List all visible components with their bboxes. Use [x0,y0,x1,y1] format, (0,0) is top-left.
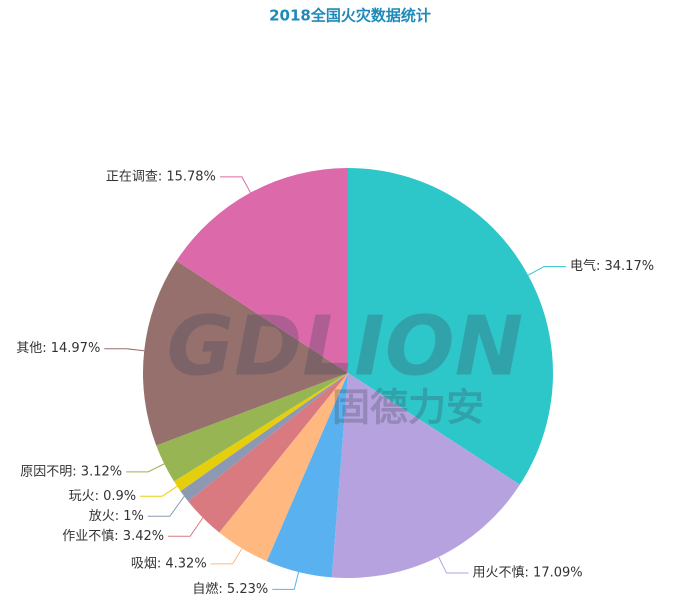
data-label: 玩火: 0.9% [69,489,137,504]
pie-slice [331,373,520,578]
pie-slice [266,373,348,578]
leader-line [219,176,251,193]
pie-slice [219,373,348,562]
pie-slice [143,260,348,446]
leader-line [272,571,300,590]
pie-slice [156,373,348,482]
watermark: 固德力安 [332,386,484,430]
pie [143,168,554,578]
data-label: 其他: 14.97% [16,341,100,356]
pie-slice [180,373,348,502]
leader-line [140,485,178,497]
data-label: 作业不慎: 3.42% [62,529,164,544]
leader-line [126,463,165,473]
leader-line [147,495,185,517]
data-label: 电气: 34.17% [570,258,654,274]
pie-slice [176,168,348,373]
leader-line [210,548,243,565]
data-label: 正在调查: 15.78% [106,169,216,184]
data-label: 放火: 1% [89,509,144,524]
pie-slice [348,168,554,485]
watermark: GDLION [167,299,523,394]
leader-line [104,348,145,352]
data-label: 用火不慎: 17.09% [473,566,583,581]
data-label: 自燃: 5.23% [192,581,268,597]
chart-title: 2018全国火灾数据统计 [269,7,431,25]
data-label: 吸烟: 4.32% [131,556,207,571]
leader-line [438,556,469,574]
leader-line [527,266,566,276]
pie-slice [174,373,348,492]
pie-slice [188,373,348,533]
data-label: 原因不明: 3.12% [20,464,122,479]
leader-line [168,517,204,537]
